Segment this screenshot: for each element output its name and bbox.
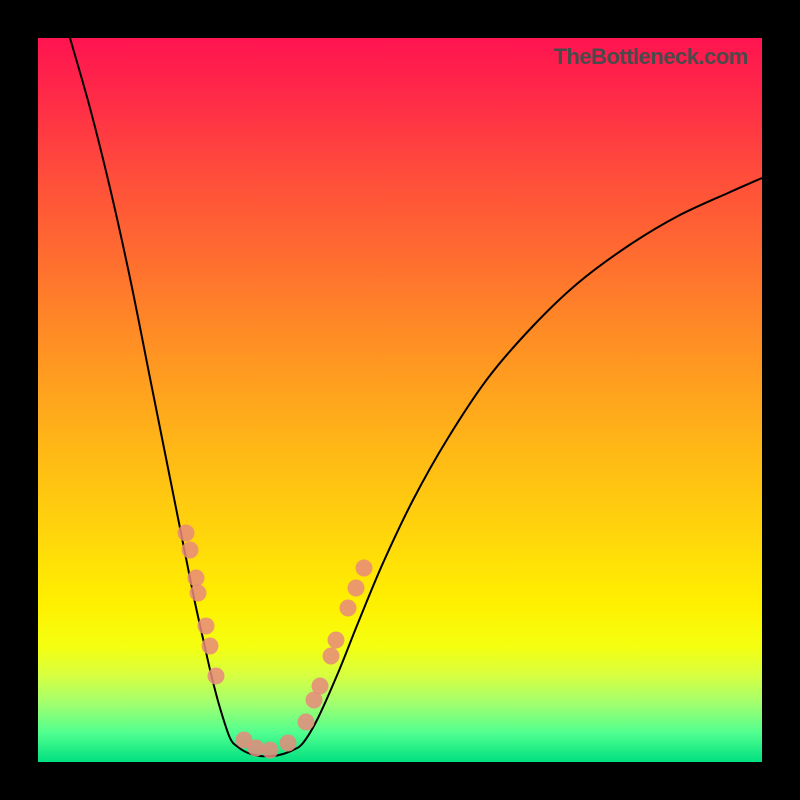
- data-marker: [323, 648, 340, 665]
- data-marker: [182, 542, 199, 559]
- watermark-text: TheBottleneck.com: [554, 44, 748, 70]
- curve-path: [70, 38, 762, 756]
- data-marker: [356, 560, 373, 577]
- chart-frame: TheBottleneck.com: [0, 0, 800, 800]
- data-marker: [188, 570, 205, 587]
- data-marker: [198, 618, 215, 635]
- data-marker: [328, 632, 345, 649]
- plot-area: TheBottleneck.com: [38, 38, 762, 762]
- data-marker: [298, 714, 315, 731]
- data-marker: [280, 735, 297, 752]
- data-marker: [202, 638, 219, 655]
- data-marker: [178, 525, 195, 542]
- data-marker: [340, 600, 357, 617]
- data-marker: [208, 668, 225, 685]
- bottleneck-curve-chart: [38, 38, 762, 762]
- data-marker: [262, 742, 279, 759]
- data-marker: [312, 678, 329, 695]
- data-marker: [348, 580, 365, 597]
- data-marker: [190, 585, 207, 602]
